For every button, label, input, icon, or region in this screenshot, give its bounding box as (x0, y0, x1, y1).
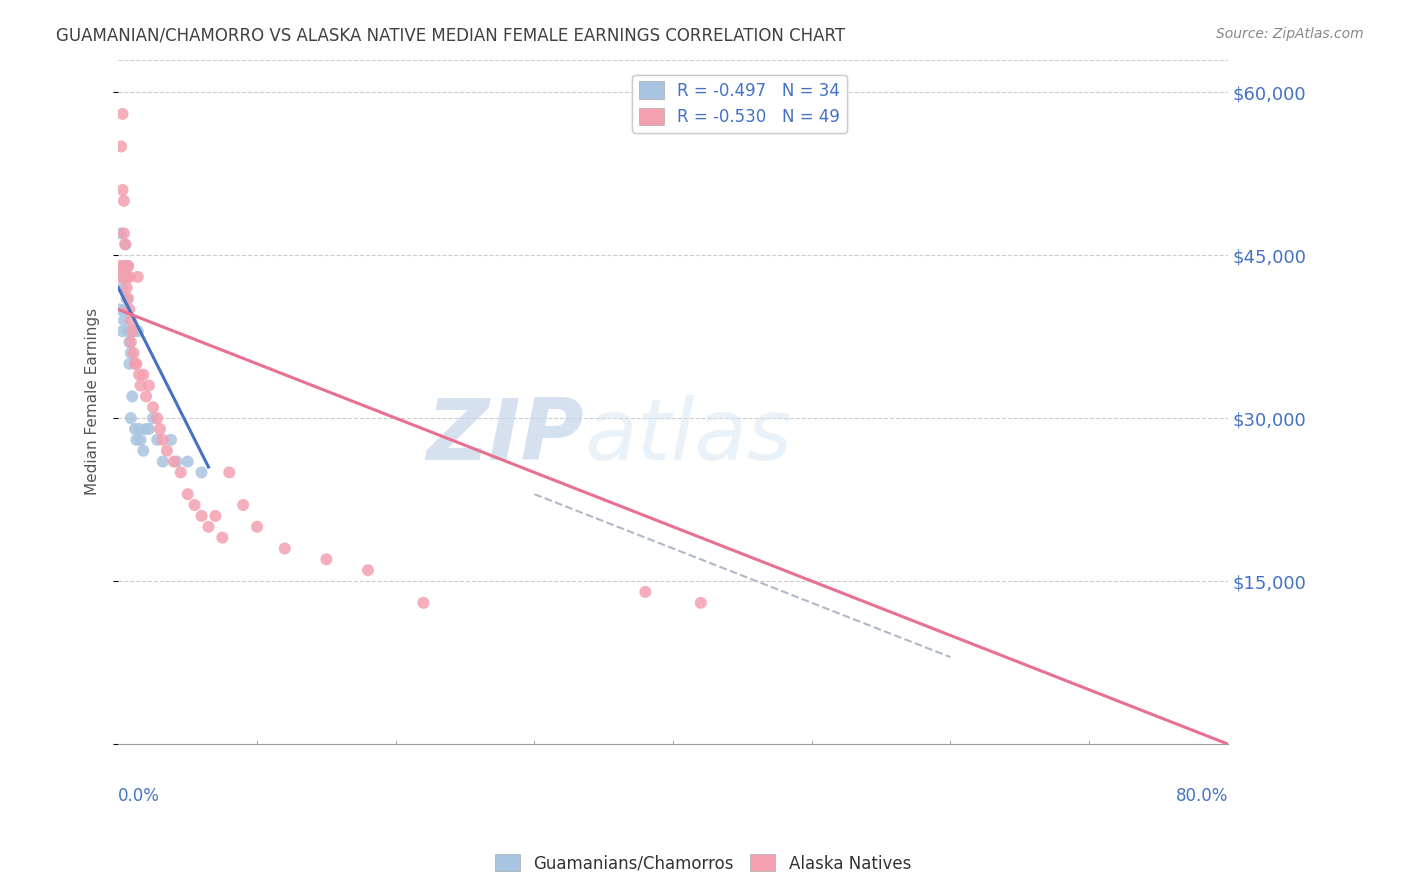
Point (129, 378, 152, 392)
Point (128, 422, 150, 436)
Point (138, 378, 160, 392)
Text: 0.0%: 0.0% (118, 788, 160, 805)
Text: 80.0%: 80.0% (1175, 788, 1227, 805)
Point (114, 237, 136, 252)
Point (120, 346, 142, 360)
Text: GUAMANIAN/CHAMORRO VS ALASKA NATIVE MEDIAN FEMALE EARNINGS CORRELATION CHART: GUAMANIAN/CHAMORRO VS ALASKA NATIVE MEDI… (56, 27, 845, 45)
Point (135, 389, 157, 403)
Point (135, 422, 157, 436)
Point (121, 389, 143, 403)
Text: ZIP: ZIP (426, 394, 585, 477)
Point (128, 368, 150, 382)
Point (112, 259, 135, 273)
Point (246, 520, 269, 534)
Point (163, 454, 186, 468)
Point (218, 466, 240, 480)
Point (166, 454, 188, 468)
Point (114, 302, 136, 317)
Point (115, 269, 138, 284)
Point (412, 596, 434, 610)
Point (111, 324, 134, 338)
Point (120, 313, 142, 327)
Point (111, 183, 134, 197)
Point (111, 281, 134, 295)
Legend: R = -0.497   N = 34, R = -0.530   N = 49: R = -0.497 N = 34, R = -0.530 N = 49 (633, 75, 846, 133)
Point (110, 269, 132, 284)
Point (190, 508, 212, 523)
Point (132, 368, 155, 382)
Point (117, 324, 139, 338)
Point (115, 269, 138, 284)
Point (170, 466, 193, 480)
Point (122, 324, 145, 338)
Point (117, 292, 139, 306)
Point (110, 227, 132, 241)
Point (120, 411, 142, 425)
Point (689, 596, 711, 610)
Point (176, 487, 198, 501)
Point (183, 498, 205, 512)
Point (125, 433, 148, 447)
Point (211, 531, 233, 545)
Point (129, 433, 152, 447)
Point (110, 269, 132, 284)
Point (117, 259, 139, 273)
Point (149, 422, 172, 436)
Point (108, 259, 131, 273)
Point (190, 466, 212, 480)
Point (117, 259, 139, 273)
Point (132, 443, 155, 458)
Point (142, 401, 165, 415)
Point (197, 520, 219, 534)
Point (232, 498, 254, 512)
Point (121, 324, 143, 338)
Point (127, 269, 149, 284)
Text: Source: ZipAtlas.com: Source: ZipAtlas.com (1216, 27, 1364, 41)
Point (115, 292, 138, 306)
Point (142, 411, 165, 425)
Point (138, 422, 160, 436)
Point (112, 227, 135, 241)
Point (152, 454, 174, 468)
Point (146, 433, 169, 447)
Point (118, 334, 141, 349)
Legend: Guamanians/Chamorros, Alaska Natives: Guamanians/Chamorros, Alaska Natives (488, 847, 918, 880)
Text: atlas: atlas (585, 394, 793, 477)
Point (152, 433, 174, 447)
Point (127, 324, 149, 338)
Point (160, 433, 183, 447)
Point (115, 281, 138, 295)
Point (120, 334, 142, 349)
Y-axis label: Median Female Earnings: Median Female Earnings (86, 309, 100, 495)
Point (118, 302, 141, 317)
Point (124, 422, 146, 436)
Point (357, 563, 380, 577)
Point (108, 302, 131, 317)
Point (114, 259, 136, 273)
Point (112, 194, 135, 208)
Point (315, 552, 337, 566)
Point (110, 139, 132, 153)
Point (111, 107, 134, 121)
Point (274, 541, 297, 556)
Point (146, 411, 169, 425)
Point (124, 357, 146, 371)
Point (112, 313, 135, 327)
Point (156, 443, 179, 458)
Point (634, 585, 657, 599)
Point (118, 357, 141, 371)
Point (125, 357, 148, 371)
Point (122, 346, 145, 360)
Point (114, 237, 136, 252)
Point (118, 269, 141, 284)
Point (176, 454, 198, 468)
Point (204, 508, 226, 523)
